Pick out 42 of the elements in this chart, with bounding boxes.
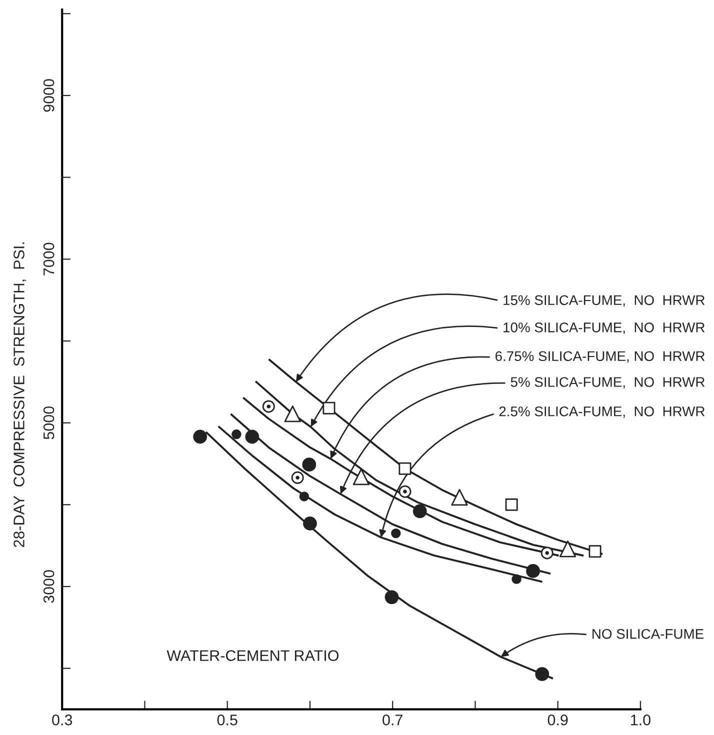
point: [245, 430, 260, 444]
point: [284, 406, 301, 422]
point: [352, 468, 370, 486]
x-tick-label: 0.5: [217, 714, 238, 726]
point: [299, 492, 310, 502]
point: [512, 574, 522, 584]
x-tick-label: 1.0: [631, 714, 650, 726]
point: [588, 545, 602, 558]
y-tick-label: 3000: [43, 570, 54, 603]
y-tick-label: 5000: [43, 406, 54, 440]
y-tick-label: 7000: [43, 242, 54, 276]
point: [398, 462, 412, 475]
point: [526, 564, 540, 578]
point: [391, 528, 401, 538]
point: [302, 458, 316, 472]
point: [193, 430, 208, 444]
annotation: 6.75% SILICA-FUME, NO HRWR: [496, 351, 705, 363]
point: [398, 485, 412, 498]
x-axis-title: WATER-CEMENT RATIO: [166, 650, 339, 662]
annotation: NO SILICA-FUME: [592, 629, 704, 639]
point: [303, 516, 317, 530]
point: [412, 504, 427, 518]
point: [262, 400, 275, 413]
point: [291, 471, 304, 484]
point: [559, 540, 576, 558]
point: [451, 488, 468, 506]
point: [384, 590, 399, 604]
x-tick-label: 0.3: [52, 714, 72, 726]
x-tick-label: 0.9: [548, 714, 568, 726]
point: [322, 402, 336, 414]
annotation: 2.5% SILICA-FUME, NO HRWR: [499, 406, 705, 418]
point: [535, 667, 550, 682]
point: [540, 546, 554, 560]
y-tick-label: 9000: [43, 79, 54, 112]
annotation: 15% SILICA-FUME, NO HRWR: [504, 295, 705, 307]
point: [505, 498, 518, 511]
point: [232, 429, 242, 440]
x-tick-label: 0.7: [382, 714, 402, 726]
line-series: [218, 426, 542, 583]
annotation: 10% SILICA-FUME, NO HRWR: [504, 322, 705, 334]
y-axis-title: 28-DAY COMPRESSIVE STRENGTH, PSI.: [14, 242, 26, 548]
annotation: 5% SILICA-FUME, NO HRWR: [510, 377, 705, 389]
